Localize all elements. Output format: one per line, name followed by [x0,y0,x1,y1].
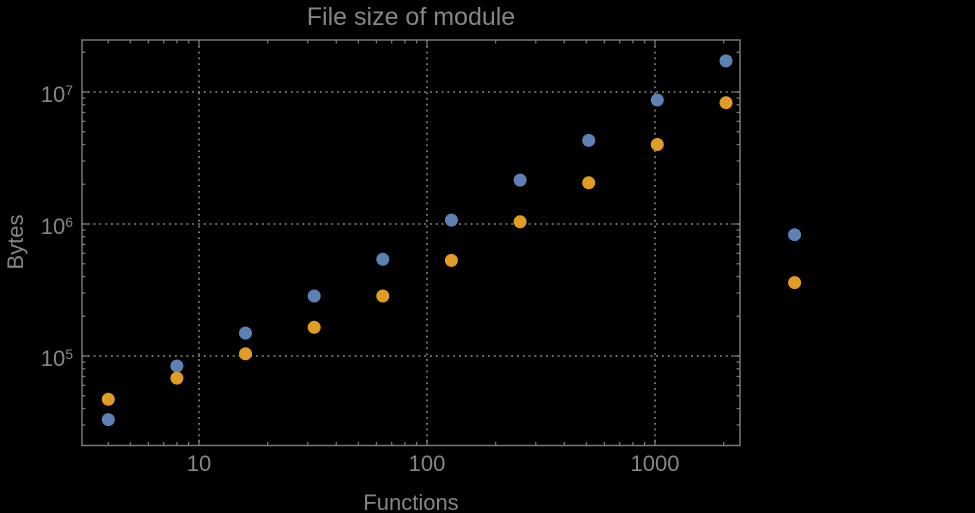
data-point-blue [788,228,802,242]
x-tick-label: 1000 [630,451,680,476]
x-axis-label: Functions [363,490,459,513]
data-point-orange [170,371,184,385]
x-tick-label: 100 [408,451,446,476]
x-tick-label: 10 [186,451,212,476]
data-point-orange [101,392,115,406]
data-point-orange [239,347,252,361]
plot-frame [81,39,741,447]
y-tick-label: 106 [40,213,73,239]
data-point-orange [788,276,802,290]
y-tick-label: 105 [40,345,73,371]
y-axis-label: Bytes [3,214,28,270]
data-point-blue [719,54,733,68]
data-point-orange [513,215,527,229]
data-point-blue [239,326,252,340]
plot-title: File size of module [306,3,516,31]
data-point-blue [444,213,458,227]
data-point-blue [650,93,664,107]
data-point-orange [582,176,596,190]
data-point-orange [307,320,321,334]
data-point-orange [719,96,733,110]
y-tick-label: 107 [40,81,73,107]
data-point-blue [513,173,527,187]
data-point-blue [582,133,596,147]
data-point-blue [376,252,390,266]
data-point-blue [170,359,184,373]
data-point-orange [650,138,664,151]
data-point-orange [376,289,390,303]
data-point-orange [444,253,458,267]
data-point-blue [101,413,115,427]
data-point-blue [307,289,321,303]
